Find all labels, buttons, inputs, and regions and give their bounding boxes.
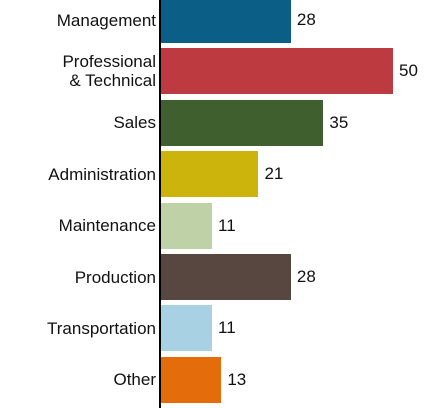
category-label: Transportation <box>47 318 156 338</box>
category-label: Maintenance <box>58 216 156 236</box>
value-label: 11 <box>218 215 236 235</box>
category-label: Administration <box>48 164 156 184</box>
value-label: 35 <box>329 112 349 132</box>
category-label: Management <box>56 10 156 30</box>
bar <box>161 99 324 146</box>
value-label: 28 <box>296 267 316 286</box>
bar <box>161 0 291 43</box>
value-label: 28 <box>296 10 316 29</box>
category-label: Other <box>113 370 156 390</box>
category-label: Professional & Technical <box>62 52 156 91</box>
bar <box>161 254 291 300</box>
value-label: 50 <box>399 61 418 81</box>
bar <box>161 48 393 95</box>
bar <box>161 202 213 249</box>
value-label: 13 <box>227 369 247 389</box>
value-label: 21 <box>264 164 284 184</box>
category-label: Sales <box>113 113 156 133</box>
value-label: 11 <box>218 318 236 338</box>
bar <box>161 356 222 403</box>
axis-line <box>159 0 161 408</box>
bar <box>161 305 213 352</box>
bar <box>161 151 259 198</box>
category-label: Production <box>74 267 156 287</box>
